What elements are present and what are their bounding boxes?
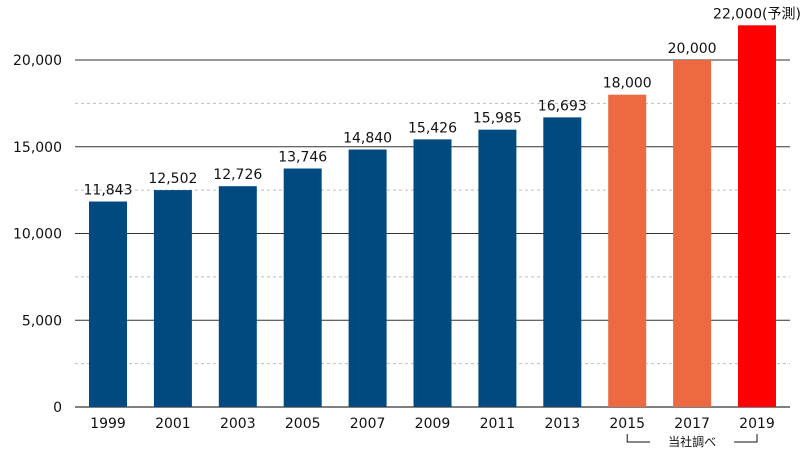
bar: [478, 129, 517, 407]
data-label: 13,746: [278, 150, 327, 166]
x-tick-label: 2017: [674, 416, 710, 432]
bar: [89, 201, 127, 407]
x-tick-label: 1999: [90, 416, 126, 432]
bar: [543, 117, 582, 407]
x-tick-label: 2015: [609, 416, 645, 432]
x-tick-label: 2003: [220, 416, 256, 432]
data-label: 16,693: [538, 98, 587, 114]
bar: [608, 94, 647, 407]
y-tick-label: 5,000: [22, 313, 62, 329]
data-label: 22,000(予測): [713, 6, 800, 22]
data-label: 15,985: [473, 111, 522, 127]
y-tick-label: 10,000: [13, 227, 62, 243]
bar: [283, 168, 322, 407]
x-tick-label: 2013: [544, 416, 580, 432]
bar: [153, 190, 192, 407]
data-label: 20,000: [668, 41, 717, 57]
y-tick-label: 15,000: [13, 140, 62, 156]
x-tick-label: 2005: [285, 416, 321, 432]
data-labels-layer: 11,843 12,502 12,726 13,746 14,840 15,426 15,9…: [84, 6, 800, 198]
y-axis-ticks: 0 5,000 10,000 15,000 20,000: [13, 53, 62, 416]
x-tick-label: 2007: [350, 416, 386, 432]
data-label: 12,726: [213, 167, 262, 183]
bar: [348, 149, 387, 407]
x-tick-label: 2009: [415, 416, 451, 432]
y-tick-label: 20,000: [13, 53, 62, 69]
note-bracket-right: [734, 434, 758, 443]
bar: [413, 139, 452, 408]
source-note: 当社調べ: [626, 434, 758, 449]
x-tick-label: 2001: [155, 416, 191, 432]
grid-layer: [75, 59, 790, 408]
data-label: 15,426: [408, 120, 457, 136]
data-label: 14,840: [343, 131, 392, 147]
data-label: 11,843: [84, 183, 133, 199]
source-note-label: 当社調べ: [668, 434, 716, 449]
x-tick-label: 2019: [739, 416, 775, 432]
note-bracket-left: [626, 434, 651, 443]
x-axis-ticks: 1999 2001 2003 2005 2007 2009 2011 2013 2015 2017…: [90, 416, 775, 432]
data-label: 18,000: [603, 76, 652, 92]
bar: [218, 186, 257, 407]
bars-layer: [89, 25, 776, 408]
bar: [738, 25, 776, 408]
data-label: 12,502: [148, 171, 197, 187]
y-tick-label: 0: [53, 400, 62, 416]
bar: [673, 60, 712, 407]
x-tick-label: 2011: [480, 416, 516, 432]
